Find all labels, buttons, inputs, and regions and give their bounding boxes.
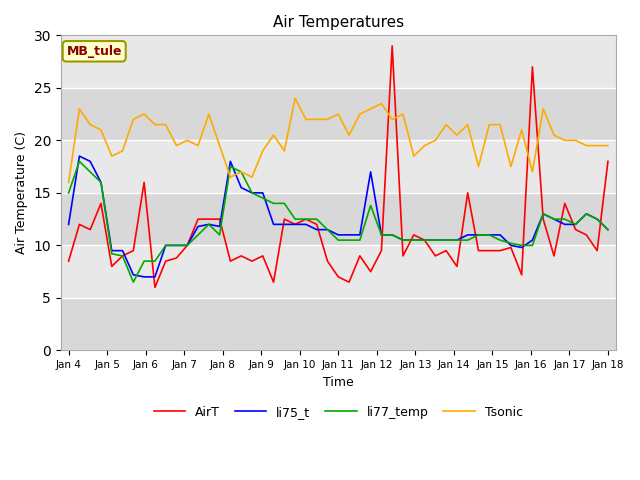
AirT [593,248,601,253]
Tsonic [184,137,191,143]
Bar [61,88,616,140]
AirT [248,258,256,264]
li77_temp [475,232,483,238]
Line: AirT: AirT [68,46,608,288]
Tsonic [593,143,601,148]
Tsonic [431,137,439,143]
AirT [237,253,245,259]
Tsonic [604,143,612,148]
li77_temp [248,190,256,196]
Tsonic [464,122,472,128]
Title: Air Temperatures: Air Temperatures [273,15,404,30]
AirT [388,43,396,48]
Tsonic [291,96,299,101]
AirT [151,285,159,290]
li77_temp [593,216,601,222]
AirT [475,248,483,253]
Bar [61,140,616,193]
AirT [194,216,202,222]
Bar [61,245,616,298]
Legend: AirT, li75_t, li77_temp, Tsonic: AirT, li75_t, li77_temp, Tsonic [148,401,528,424]
li77_temp [65,190,72,196]
AirT [442,248,450,253]
Bar [61,298,616,350]
Line: Tsonic: Tsonic [68,98,608,182]
Bar [61,193,616,245]
Tsonic [65,180,72,185]
li77_temp [604,227,612,232]
Tsonic [237,169,245,175]
li75_t [76,153,83,159]
li75_t [205,221,212,227]
Line: li77_temp: li77_temp [68,161,608,282]
li75_t [442,237,450,243]
li77_temp [129,279,137,285]
Bar [61,36,616,88]
AirT [604,158,612,164]
li75_t [248,190,256,196]
li75_t [140,274,148,280]
Tsonic [227,174,234,180]
X-axis label: Time: Time [323,376,354,389]
AirT [65,258,72,264]
li77_temp [76,158,83,164]
li75_t [259,190,267,196]
li75_t [604,227,612,232]
Text: MB_tule: MB_tule [67,45,122,58]
li77_temp [259,195,267,201]
li77_temp [442,237,450,243]
li77_temp [205,221,212,227]
li75_t [593,216,601,222]
Y-axis label: Air Temperature (C): Air Temperature (C) [15,132,28,254]
li75_t [65,221,72,227]
li75_t [475,232,483,238]
Line: li75_t: li75_t [68,156,608,277]
